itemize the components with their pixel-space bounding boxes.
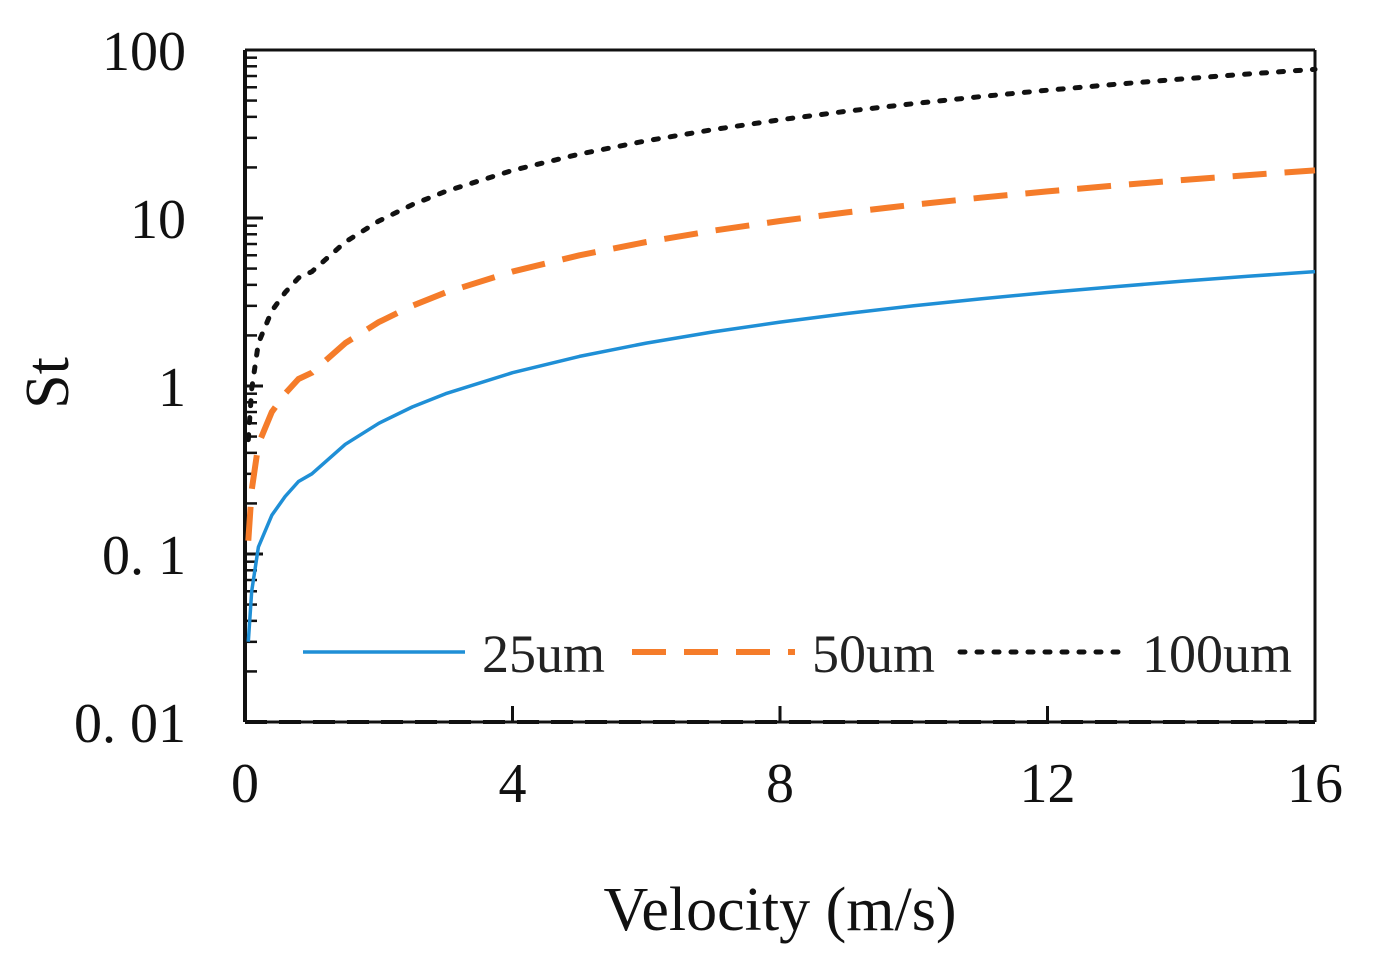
x-tick-label: 16 (1287, 753, 1343, 815)
y-tick-label: 100 (102, 21, 186, 83)
x-tick-label: 8 (766, 753, 794, 815)
legend: 25um 50um 100um (303, 624, 1292, 684)
x-axis-ticks: 0 4 8 12 16 (231, 706, 1343, 815)
x-tick-label: 0 (231, 753, 259, 815)
x-tick-label: 4 (499, 753, 527, 815)
x-axis-title: Velocity (m/s) (604, 876, 957, 944)
legend-label-25um: 25um (482, 624, 605, 684)
y-tick-label: 0. 1 (102, 525, 186, 587)
legend-label-50um: 50um (812, 624, 935, 684)
x-tick-label: 12 (1020, 753, 1076, 815)
series-line-25um (246, 269, 1316, 642)
plot-frame (243, 48, 1317, 724)
y-tick-label: 10 (130, 189, 186, 251)
series-layer (245, 66, 1318, 642)
series-line-100um (245, 66, 1318, 443)
y-tick-label: 0. 01 (74, 693, 186, 755)
y-axis-title: St (14, 357, 82, 409)
y-axis-ticks: 0. 01 0. 1 1 10 100 (74, 21, 263, 755)
series-line-50um (245, 167, 1316, 541)
legend-label-100um: 100um (1142, 624, 1292, 684)
y-tick-label: 1 (158, 357, 186, 419)
